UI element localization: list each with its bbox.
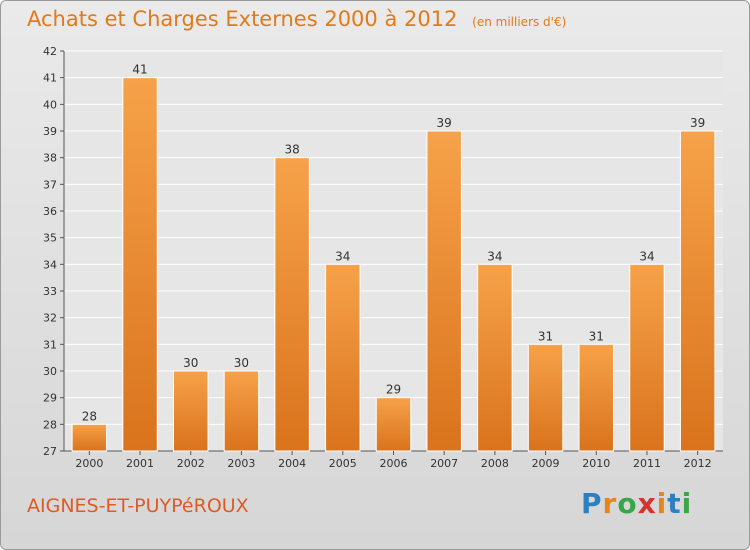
logo-letter: P (581, 487, 603, 520)
x-tick-label: 2008 (481, 457, 509, 470)
x-tick-label: 2005 (329, 457, 357, 470)
y-tick-label: 32 (43, 312, 57, 325)
bar (274, 157, 310, 452)
x-tick-label: 2003 (227, 457, 255, 470)
x-tick-label: 2011 (633, 457, 661, 470)
unit-note: (en milliers d'€) (472, 15, 567, 29)
logo-letter: t (667, 487, 682, 520)
data-label: 34 (335, 249, 350, 263)
bar (527, 343, 564, 452)
bar (172, 370, 209, 452)
logo-letter: i (656, 487, 668, 520)
x-tick-label: 2009 (532, 457, 560, 470)
data-label: 31 (589, 329, 604, 343)
y-tick-label: 41 (43, 72, 57, 85)
bar (679, 130, 716, 452)
data-label: 34 (487, 249, 502, 263)
x-tick-label: 2000 (75, 457, 103, 470)
logo-letter: x (637, 487, 657, 520)
bar (426, 130, 462, 452)
y-tick-label: 33 (43, 285, 57, 298)
data-label: 29 (386, 383, 401, 397)
logo-letter: o (617, 487, 638, 520)
x-tick-label: 2004 (278, 457, 306, 470)
x-tick-label: 2012 (684, 457, 712, 470)
y-tick-label: 30 (43, 365, 57, 378)
y-tick-label: 37 (43, 178, 57, 191)
y-tick-label: 35 (43, 232, 57, 245)
bar (223, 370, 260, 452)
x-tick-label: 2001 (126, 457, 154, 470)
logo-letter: r (602, 487, 618, 520)
data-label: 39 (690, 116, 705, 130)
x-tick-label: 2006 (380, 457, 408, 470)
y-tick-label: 39 (43, 125, 57, 138)
data-label: 30 (234, 356, 249, 370)
data-label: 31 (538, 329, 553, 343)
y-tick-label: 28 (43, 418, 57, 431)
data-label: 28 (82, 409, 97, 423)
commune-name: AIGNES-ET-PUYPéROUX (27, 495, 249, 517)
bar (477, 263, 513, 452)
y-tick-label: 29 (43, 392, 57, 405)
x-tick-label: 2002 (177, 457, 205, 470)
logo-letter: i (681, 487, 693, 520)
bar (122, 77, 158, 452)
bar (71, 423, 108, 452)
data-label: 38 (284, 143, 299, 157)
chart-title: Achats et Charges Externes 2000 à 2012 (… (27, 7, 566, 31)
proxiti-logo: Proxiti (581, 487, 692, 520)
data-label: 34 (639, 249, 654, 263)
bar (375, 397, 412, 452)
data-label: 39 (437, 116, 452, 130)
y-tick-label: 27 (43, 445, 57, 458)
y-tick-label: 31 (43, 338, 57, 351)
y-tick-label: 36 (43, 205, 57, 218)
y-tick-label: 40 (43, 98, 57, 111)
title-text: Achats et Charges Externes 2000 à 2012 (27, 7, 458, 31)
data-label: 41 (132, 63, 147, 77)
bar (629, 263, 665, 452)
bar (578, 343, 615, 452)
y-tick-label: 34 (43, 258, 57, 271)
data-label: 30 (183, 356, 198, 370)
y-tick-label: 38 (43, 152, 57, 165)
y-tick-label: 42 (43, 45, 57, 58)
x-tick-label: 2010 (582, 457, 610, 470)
bar (325, 263, 361, 452)
x-tick-label: 2007 (430, 457, 458, 470)
